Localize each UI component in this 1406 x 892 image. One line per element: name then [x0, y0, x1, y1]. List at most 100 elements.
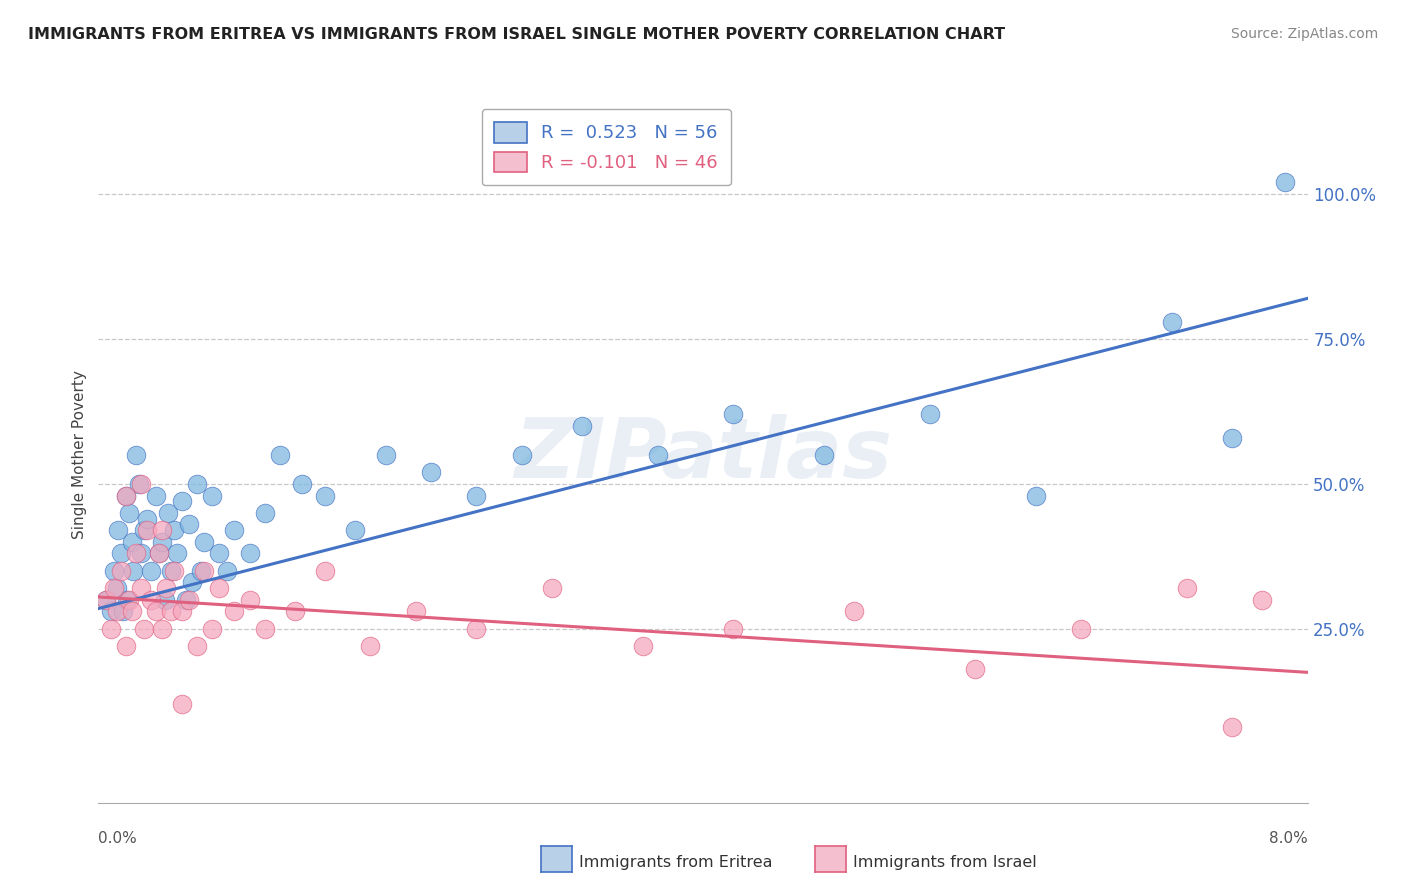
- Point: [201, 622, 224, 636]
- Point: [723, 407, 745, 421]
- Point: [224, 523, 246, 537]
- Point: [965, 662, 987, 676]
- Point: [107, 523, 129, 537]
- Point: [193, 564, 215, 578]
- Point: [239, 546, 262, 561]
- Point: [465, 489, 488, 503]
- Point: [1070, 622, 1092, 636]
- Point: [125, 546, 148, 561]
- Point: [125, 448, 148, 462]
- Point: [135, 511, 157, 525]
- Point: [314, 564, 336, 578]
- Point: [115, 592, 138, 607]
- Legend: R =  0.523   N = 56, R = -0.101   N = 46: R = 0.523 N = 56, R = -0.101 N = 46: [482, 109, 731, 186]
- Point: [631, 639, 654, 653]
- Point: [160, 605, 183, 619]
- Point: [114, 489, 136, 503]
- Point: [510, 448, 533, 462]
- Point: [94, 592, 117, 607]
- Point: [135, 523, 157, 537]
- Point: [155, 582, 177, 596]
- Point: [150, 622, 173, 636]
- Point: [813, 448, 835, 462]
- Point: [110, 546, 132, 561]
- Point: [118, 592, 141, 607]
- Point: [181, 575, 204, 590]
- Point: [186, 639, 208, 653]
- Point: [129, 582, 152, 596]
- Point: [170, 605, 193, 619]
- Point: [132, 622, 155, 636]
- Point: [291, 476, 314, 491]
- Point: [208, 582, 231, 596]
- Point: [111, 605, 134, 619]
- Point: [208, 546, 231, 561]
- Point: [405, 605, 427, 619]
- Point: [163, 564, 186, 578]
- Point: [253, 622, 276, 636]
- Text: Immigrants from Israel: Immigrants from Israel: [853, 855, 1038, 870]
- Text: 8.0%: 8.0%: [1268, 831, 1308, 846]
- Point: [190, 564, 212, 578]
- Point: [110, 564, 132, 578]
- Point: [647, 448, 669, 462]
- Point: [163, 523, 186, 537]
- Point: [150, 523, 173, 537]
- Text: ZIPatlas: ZIPatlas: [515, 415, 891, 495]
- Point: [156, 506, 179, 520]
- Point: [129, 546, 152, 561]
- Point: [723, 622, 745, 636]
- Point: [420, 466, 443, 480]
- Point: [121, 534, 143, 549]
- Point: [1220, 431, 1243, 445]
- Point: [145, 489, 167, 503]
- Point: [284, 605, 307, 619]
- Point: [141, 564, 163, 578]
- Point: [132, 523, 155, 537]
- Point: [918, 407, 941, 421]
- Point: [541, 582, 564, 596]
- Point: [122, 564, 145, 578]
- Point: [105, 582, 128, 596]
- Point: [128, 476, 150, 491]
- Point: [201, 489, 224, 503]
- Point: [844, 605, 866, 619]
- Point: [1175, 582, 1198, 596]
- Point: [344, 523, 367, 537]
- Point: [374, 448, 396, 462]
- Point: [148, 546, 170, 561]
- Point: [239, 592, 262, 607]
- Text: 0.0%: 0.0%: [98, 831, 138, 846]
- Point: [1251, 592, 1274, 607]
- Text: Immigrants from Eritrea: Immigrants from Eritrea: [579, 855, 773, 870]
- Point: [153, 592, 176, 607]
- Point: [148, 546, 170, 561]
- Point: [118, 506, 141, 520]
- Point: [174, 592, 197, 607]
- Point: [314, 489, 336, 503]
- Point: [129, 476, 152, 491]
- Point: [193, 534, 215, 549]
- Point: [114, 489, 136, 503]
- Point: [1024, 489, 1046, 503]
- Point: [360, 639, 382, 653]
- Point: [121, 605, 143, 619]
- Point: [224, 605, 246, 619]
- Point: [186, 476, 208, 491]
- Point: [160, 564, 183, 578]
- Point: [100, 622, 122, 636]
- Point: [269, 448, 291, 462]
- Point: [170, 494, 193, 508]
- Text: IMMIGRANTS FROM ERITREA VS IMMIGRANTS FROM ISRAEL SINGLE MOTHER POVERTY CORRELAT: IMMIGRANTS FROM ERITREA VS IMMIGRANTS FR…: [28, 27, 1005, 42]
- Point: [114, 639, 136, 653]
- Text: Source: ZipAtlas.com: Source: ZipAtlas.com: [1230, 27, 1378, 41]
- Point: [105, 605, 128, 619]
- Point: [141, 592, 163, 607]
- Point: [170, 698, 193, 712]
- Point: [103, 564, 125, 578]
- Point: [100, 605, 122, 619]
- Point: [1220, 721, 1243, 735]
- Point: [465, 622, 488, 636]
- Point: [253, 506, 276, 520]
- Point: [215, 564, 238, 578]
